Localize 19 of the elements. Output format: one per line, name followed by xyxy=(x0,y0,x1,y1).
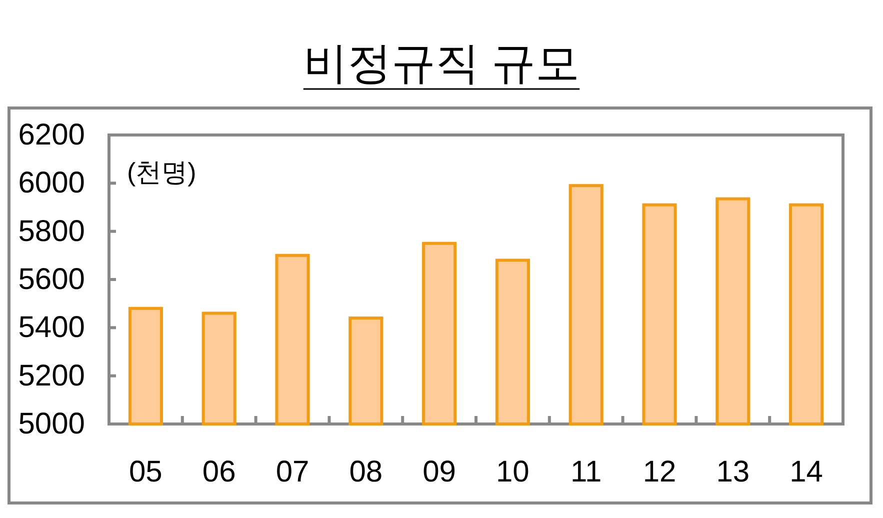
x-tick-label: 14 xyxy=(790,456,823,488)
y-tick-label: 5400 xyxy=(18,311,85,344)
x-tick-label: 07 xyxy=(276,456,310,488)
x-tick-label: 05 xyxy=(129,456,162,488)
y-tick-label: 5000 xyxy=(18,408,85,440)
y-tick-label: 5800 xyxy=(18,214,85,248)
y-tick-label: 5600 xyxy=(18,263,85,296)
annotation: (천명) xyxy=(127,157,196,187)
x-tick-label: 06 xyxy=(202,456,236,488)
y-tick-label: 6000 xyxy=(18,166,85,200)
x-tick-label: 13 xyxy=(716,456,750,488)
y-tick-label: 6200 xyxy=(18,118,85,152)
x-tick-label: 08 xyxy=(349,456,383,488)
x-tick-label: 11 xyxy=(570,456,602,488)
x-tick-label: 12 xyxy=(642,456,676,488)
chart-title: 비정규직 규모 xyxy=(303,39,580,88)
x-tick-label: 09 xyxy=(422,456,456,488)
y-tick-label: 5200 xyxy=(18,359,85,392)
x-tick-label: 10 xyxy=(496,456,530,488)
